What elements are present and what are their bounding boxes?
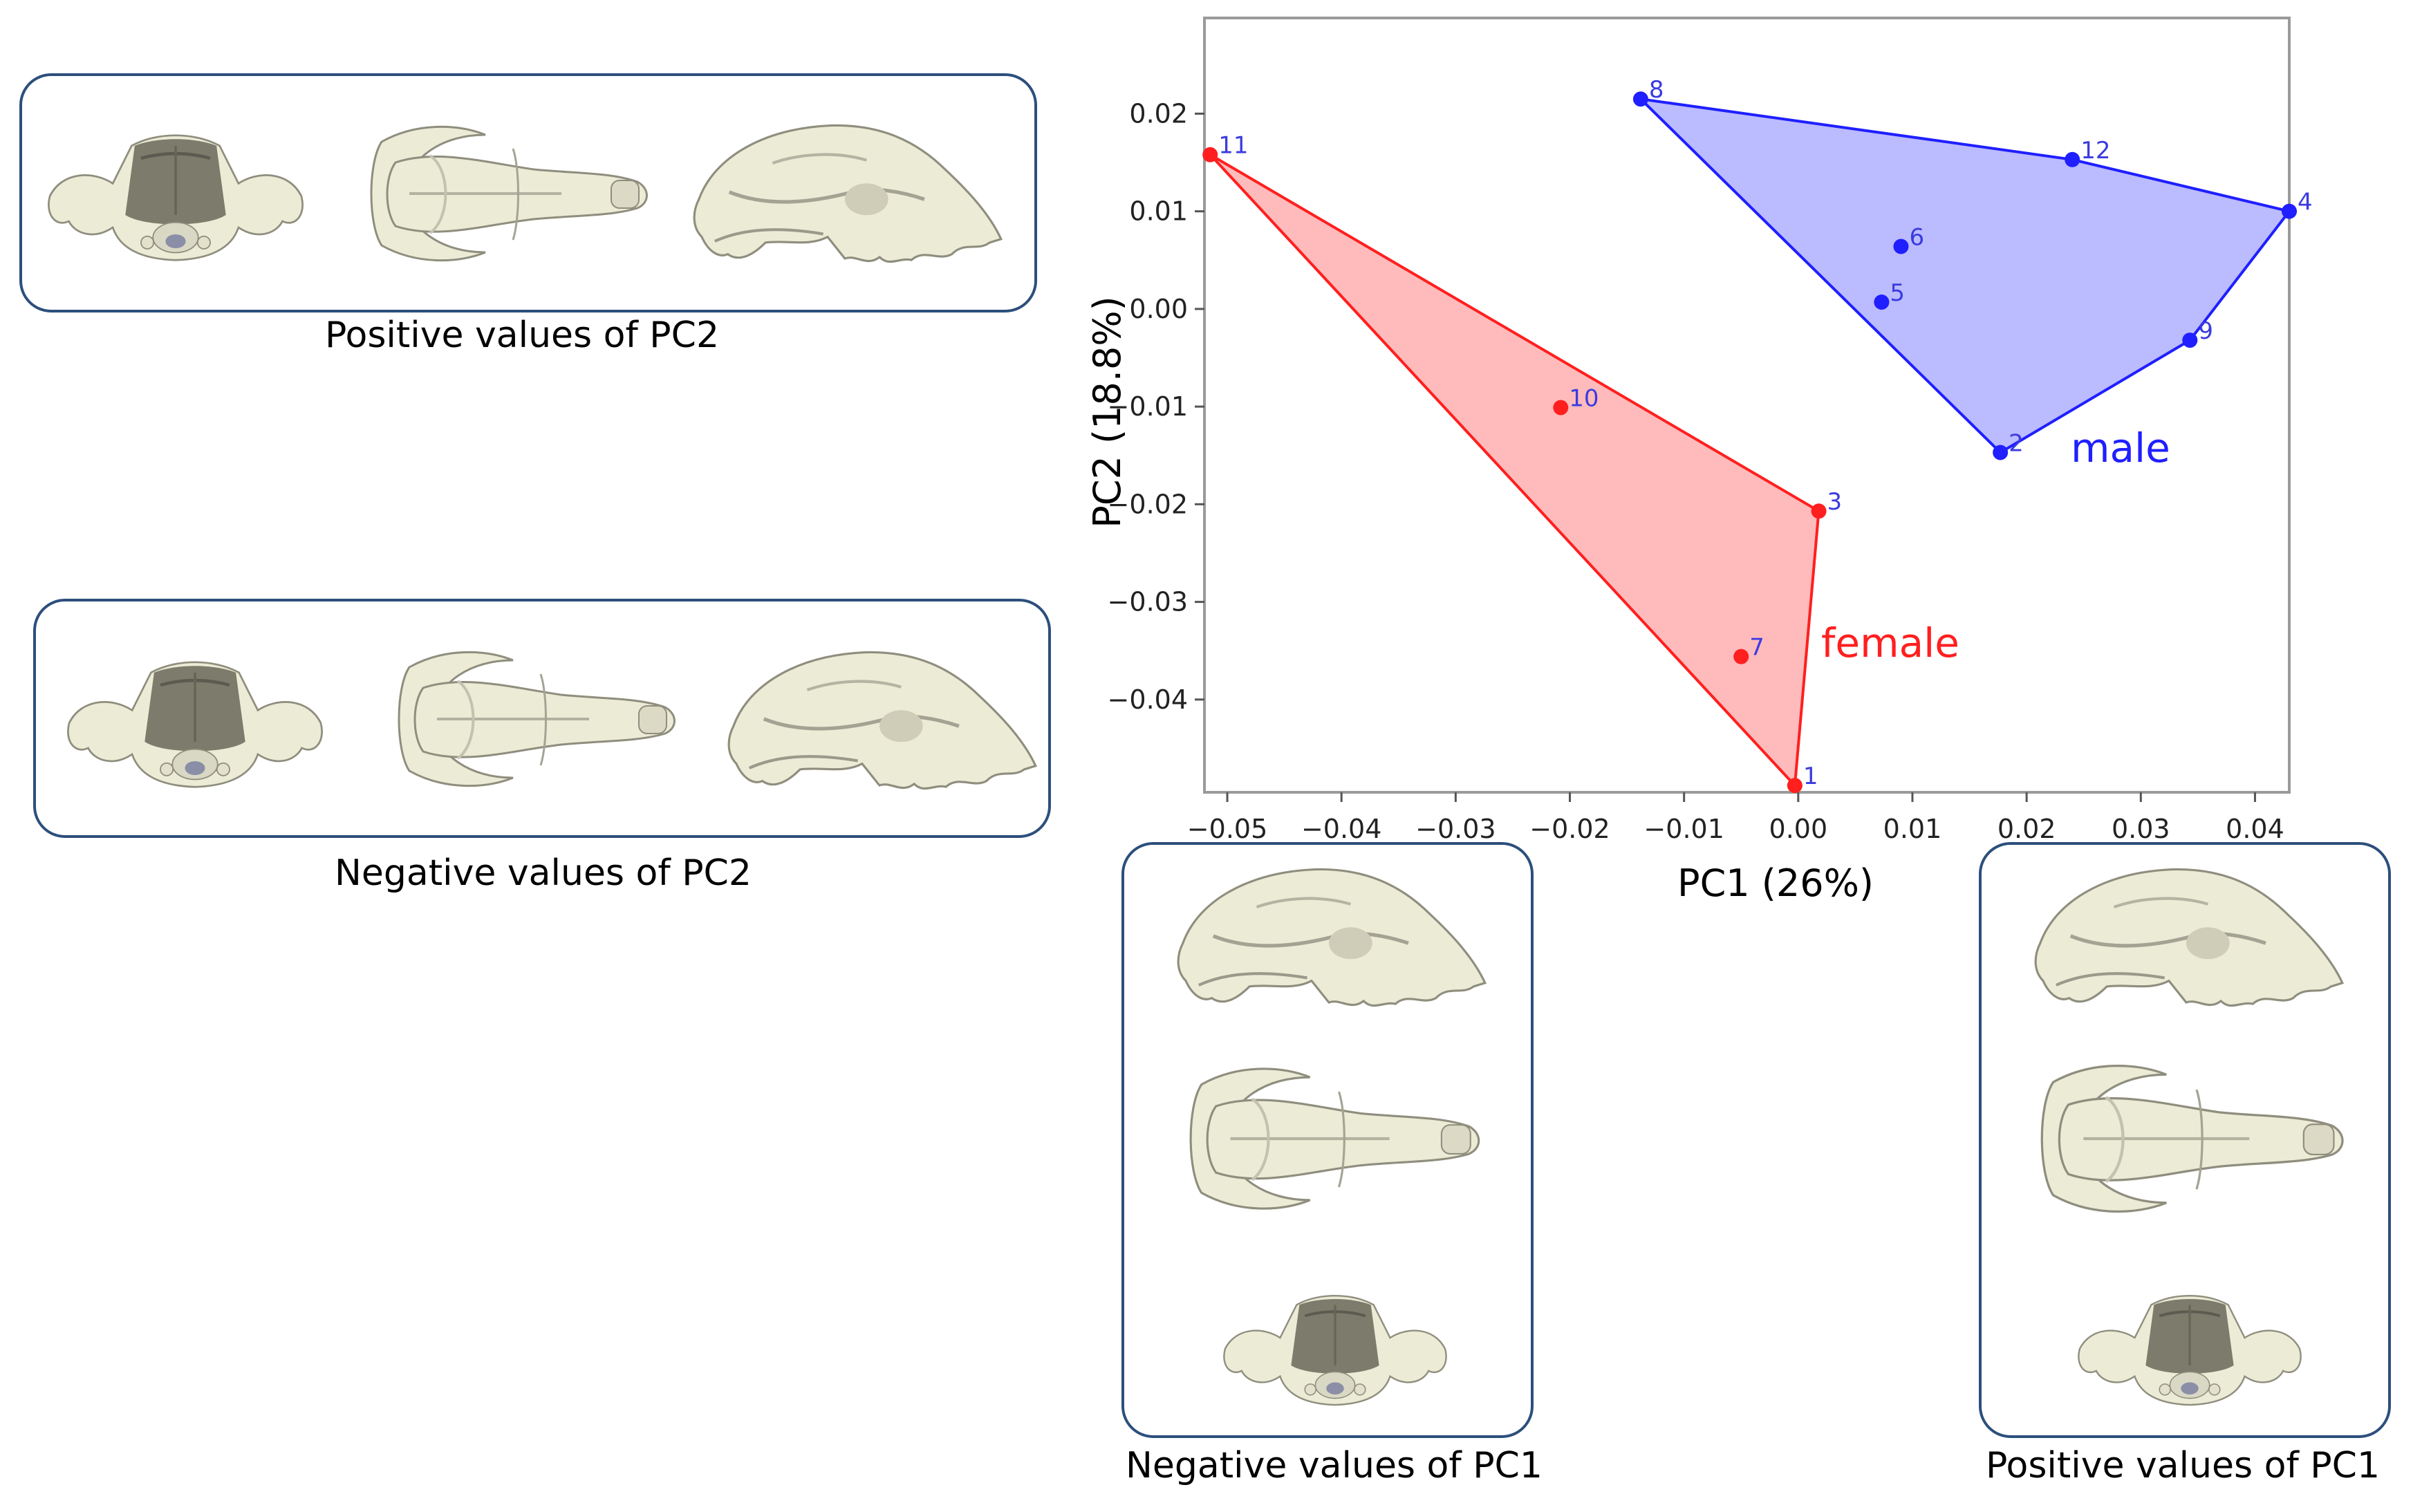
male-point	[1893, 239, 1909, 254]
male-point	[1993, 445, 2009, 460]
point-label: 8	[1649, 76, 1664, 104]
y-tick-label: −0.01	[1108, 391, 1188, 422]
male-point	[2282, 203, 2297, 219]
female-hull	[1209, 153, 1820, 787]
y-tick-label: −0.02	[1108, 489, 1188, 519]
point-label: 1	[1803, 763, 1818, 790]
point-label: 2	[2009, 429, 2024, 457]
point-label: 6	[1909, 223, 1924, 251]
x-tick-label: 0.04	[2226, 814, 2284, 844]
pc1-negative-caption: Negative values of PC1	[1126, 1445, 1543, 1486]
y-tick-label: 0.02	[1129, 98, 1188, 129]
male-hull	[1639, 97, 2291, 454]
pc1-positive-panel	[1979, 842, 2391, 1438]
legend-male: male	[2071, 424, 2170, 472]
female-point	[1811, 503, 1827, 519]
y-tick-label: 0.01	[1129, 196, 1188, 227]
y-tick-label: 0.00	[1129, 294, 1188, 324]
point-label: 7	[1749, 634, 1764, 662]
legend-female: female	[1821, 619, 1959, 666]
x-tick-label: 0.02	[1997, 814, 2056, 844]
x-tick-label: 0.01	[1883, 814, 1942, 844]
hull-layer	[1209, 97, 2291, 787]
x-axis-label: PC1 (26%)	[1677, 861, 1874, 905]
male-point	[1632, 91, 1648, 107]
x-tick-label: 0.03	[2112, 814, 2170, 844]
pc2-negative-caption: Negative values of PC2	[335, 852, 752, 894]
point-label: 3	[1827, 488, 1843, 516]
x-tick-label: −0.01	[1643, 814, 1724, 844]
female-point	[1787, 778, 1803, 794]
male-point	[1874, 294, 1890, 310]
point-label: 9	[2198, 317, 2213, 345]
x-tick-label: −0.03	[1415, 814, 1496, 844]
x-tick-label: −0.02	[1529, 814, 1610, 844]
male-point	[2065, 151, 2080, 167]
pc2-positive-caption: Positive values of PC2	[325, 315, 720, 356]
pc1-negative-panel	[1121, 842, 1534, 1438]
pc2-negative-panel	[33, 599, 1051, 838]
female-point	[1202, 147, 1218, 162]
y-axis-label: PC2 (18.8%)	[1086, 296, 1129, 528]
female-point	[1733, 648, 1749, 664]
point-label: 4	[2298, 189, 2313, 216]
point-label: 10	[1569, 385, 1599, 413]
point-label: 12	[2080, 137, 2110, 165]
male-point	[2182, 333, 2198, 348]
point-layer: 8 12 4 65 9 2 11 10 3 7 1	[1202, 76, 2313, 794]
point-label: 5	[1890, 279, 1905, 307]
pc1-positive-caption: Positive values of PC1	[1986, 1445, 2381, 1486]
plot-frame	[1203, 17, 2291, 794]
x-tick-label: 0.00	[1769, 814, 1828, 844]
point-label: 11	[1218, 132, 1248, 160]
pc2-positive-panel	[19, 73, 1037, 312]
female-point	[1553, 400, 1569, 416]
y-tick-label: −0.04	[1108, 684, 1188, 715]
y-tick-label: −0.03	[1108, 587, 1188, 617]
x-tick-label: −0.05	[1187, 814, 1267, 844]
x-tick-label: −0.04	[1301, 814, 1381, 844]
tick-layer: −0.05 −0.04 −0.03 −0.02 −0.01 0.00 0.01 0.02 0.0…	[1108, 98, 2284, 844]
